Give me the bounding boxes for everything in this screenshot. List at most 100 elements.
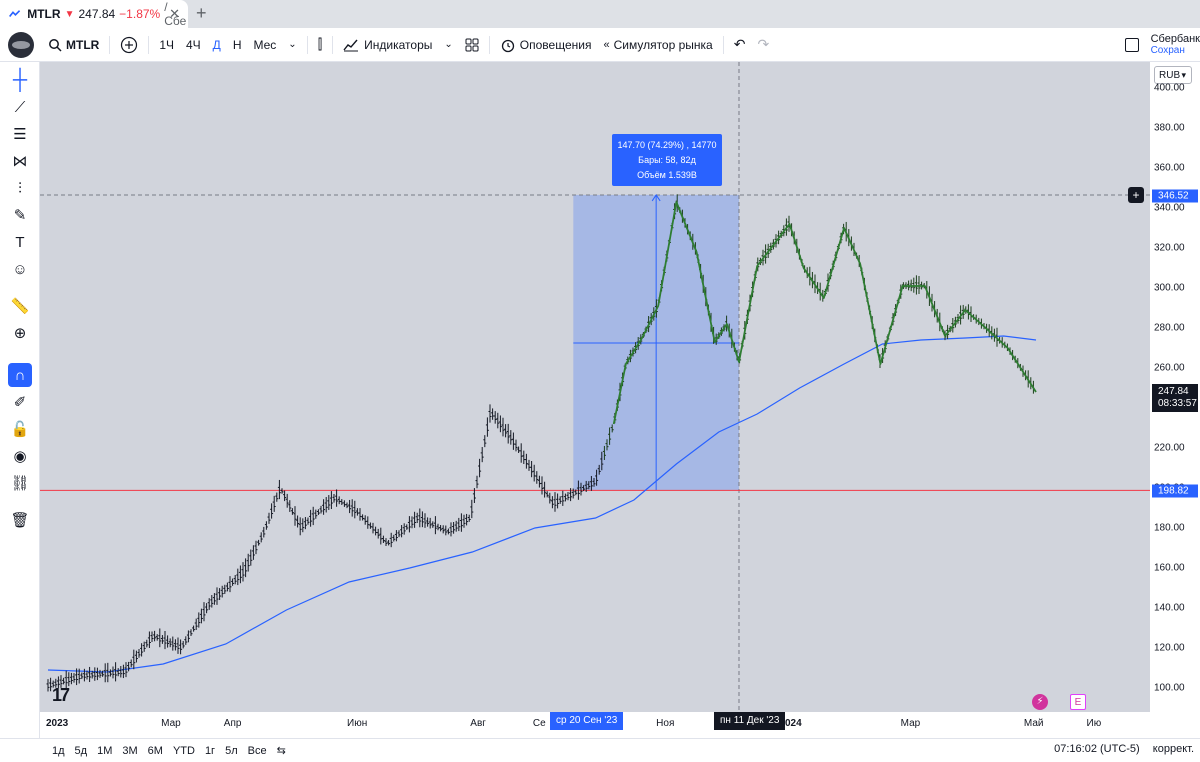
price-tick: 260.00 — [1154, 362, 1185, 374]
new-tab-plus-icon[interactable]: + — [196, 3, 207, 23]
price-tick: 120.00 — [1154, 642, 1185, 654]
bottom-toolbar: 1д 5д 1М 3М 6М YTD 1г 5л Все ⇆ 07:16:02 … — [0, 738, 1200, 762]
price-tick: 180.00 — [1154, 522, 1185, 534]
range-5y[interactable]: 5л — [225, 744, 238, 757]
undo-icon[interactable]: ↶ — [733, 36, 746, 52]
plus-circle-icon — [121, 36, 138, 53]
price-tick: 100.00 — [1154, 682, 1185, 694]
earnings-badge[interactable]: E — [1070, 694, 1086, 710]
range-6m[interactable]: 6М — [147, 744, 163, 757]
interval-day[interactable]: Д — [212, 37, 221, 52]
brush-icon[interactable]: ✎ — [13, 207, 27, 224]
tab-symbol: MTLR — [27, 7, 61, 21]
crosshair-icon[interactable]: ┼ — [12, 68, 28, 91]
tradingview-logo: 17 — [52, 685, 70, 705]
close-icon[interactable]: ✕ — [169, 6, 180, 21]
down-arrow-icon: ▼ — [64, 8, 75, 20]
time-tick: Мар — [161, 718, 181, 729]
divider — [148, 35, 150, 54]
interval-4h[interactable]: 4Ч — [186, 37, 201, 52]
layout-name[interactable]: Сбербанк Сохран — [1151, 33, 1200, 57]
chart-area[interactable]: 147.70 (74.29%) , 14770 Бары: 58, 82д Об… — [40, 62, 1200, 738]
clock[interactable]: 07:16:02 (UTC-5) — [1054, 743, 1140, 755]
link-icon[interactable]: ⛓ — [10, 475, 30, 492]
adjustment-toggle[interactable]: коррект. — [1152, 743, 1194, 755]
browser-tab[interactable]: MTLR ▼ 247.84 −1.87% / Сбе ✕ — [0, 0, 188, 28]
redo-icon[interactable]: ↷ — [757, 36, 770, 52]
lock-icon[interactable]: 🔓 — [10, 421, 30, 438]
range-1y[interactable]: 1г — [204, 744, 216, 757]
divider — [109, 35, 111, 54]
time-tick: Се — [532, 718, 546, 729]
indicators-label: Индикаторы — [364, 37, 433, 52]
price-tick: 320.00 — [1154, 242, 1185, 254]
symbol-label: MTLR — [66, 37, 100, 52]
replay-button[interactable]: « Симулятор рынка — [597, 28, 718, 61]
text-icon[interactable]: T — [15, 233, 25, 251]
price-tick: 360.00 — [1154, 162, 1185, 174]
alerts-button[interactable]: Оповещения — [494, 28, 598, 61]
currency-select[interactable]: RUB — [1154, 66, 1192, 84]
divider — [332, 35, 334, 54]
rewind-icon: « — [603, 38, 610, 51]
price-axis[interactable]: RUB 400.00 380.00 360.00 340.00 320.00 300.00… — [1128, 62, 1200, 712]
moving-average-line — [47, 335, 1037, 673]
trash-icon[interactable]: 🗑 — [10, 512, 30, 529]
chevron-down-icon[interactable]: ⌄ — [288, 39, 297, 50]
tab-change: −1.87% — [119, 7, 161, 21]
range-3m[interactable]: 3М — [122, 744, 138, 757]
status-area: 07:16:02 (UTC-5) коррект. — [1054, 743, 1194, 755]
price-chart-svg[interactable] — [40, 62, 1150, 712]
range-all[interactable]: Все — [247, 744, 267, 757]
add-alert-plus-icon[interactable]: + — [1128, 187, 1144, 203]
avatar[interactable] — [8, 31, 34, 58]
grid-icon — [465, 38, 479, 51]
top-toolbar: MTLR 1Ч 4Ч Д Н Мес ⌄ ⫿ Индикаторы ⌄ — [0, 28, 1200, 62]
trend-line-icon[interactable]: ⟋ — [14, 98, 26, 116]
magnet-icon[interactable]: ∩ — [8, 363, 32, 387]
interval-1h[interactable]: 1Ч — [159, 37, 174, 52]
ruler-icon[interactable]: 📏 — [10, 298, 30, 315]
user-area: Сбербанк Сохран — [1124, 28, 1200, 62]
fib-lines-icon[interactable]: ☰ — [13, 126, 27, 143]
range-1d[interactable]: 1д — [52, 744, 65, 757]
last-price-label: 247.84 08:33:57 — [1152, 384, 1198, 412]
divider — [722, 35, 724, 54]
eye-icon[interactable]: ◉ — [13, 448, 27, 465]
price-tick: 140.00 — [1154, 602, 1185, 614]
divider — [488, 35, 490, 54]
bar-style-icon[interactable]: ⫿ — [317, 36, 323, 52]
chevron-down-icon[interactable]: ⌄ — [444, 39, 453, 50]
layout-checkbox[interactable] — [1124, 38, 1139, 52]
zoom-in-icon[interactable]: ⊕ — [13, 325, 27, 342]
date-range-calendar-icon[interactable]: ⇆ — [276, 745, 286, 757]
axis-corner — [1150, 712, 1200, 738]
symbol-search[interactable]: MTLR — [42, 28, 105, 61]
lightning-icon[interactable]: ⚡ — [1032, 694, 1048, 710]
alarm-clock-icon — [501, 39, 514, 52]
indicators-button[interactable]: Индикаторы — [337, 28, 438, 61]
chart-plot[interactable]: 147.70 (74.29%) , 14770 Бары: 58, 82д Об… — [40, 62, 1150, 712]
time-tick: Ноя — [656, 718, 675, 729]
price-tick: 380.00 — [1154, 122, 1185, 134]
indicators-icon — [343, 39, 359, 51]
lock-drawing-icon[interactable]: ✐ — [13, 394, 27, 411]
time-tick: 2024 — [779, 718, 802, 729]
emoji-icon[interactable]: ☺ — [12, 260, 28, 278]
time-tick: Апр — [223, 718, 242, 729]
tradingview-favicon-icon — [9, 10, 21, 17]
time-tick: Мар — [900, 718, 921, 729]
range-1m[interactable]: 1М — [97, 744, 113, 757]
interval-week[interactable]: Н — [232, 37, 242, 52]
range-ytd[interactable]: YTD — [172, 744, 195, 757]
layouts-grid-icon[interactable] — [459, 28, 485, 61]
pattern-icon[interactable]: ⋈ — [12, 153, 28, 170]
bar-countdown: 08:33:57 — [1158, 398, 1197, 409]
save-status: Сохран — [1150, 45, 1185, 56]
projection-icon[interactable]: ⫶ — [18, 179, 22, 197]
user-name: Сбербанк — [1150, 33, 1200, 45]
range-5d[interactable]: 5д — [74, 744, 88, 757]
compare-button[interactable] — [114, 28, 144, 61]
time-axis[interactable]: 2023 Мар Апр Июн Авг Се Ноя 2024 Мар Май Ию ср 20 … — [40, 712, 1150, 738]
interval-month[interactable]: Мес — [253, 37, 277, 52]
